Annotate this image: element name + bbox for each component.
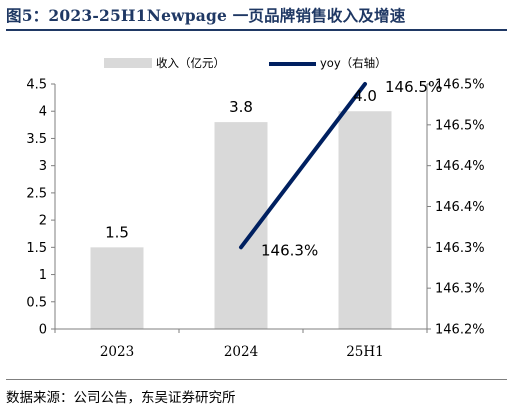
right-axis-tick-label: 146.3% [435, 282, 485, 297]
left-axis-tick-label: 4 [39, 105, 47, 120]
right-axis-tick-label: 146.5% [435, 78, 485, 93]
left-axis-tick-label: 1.5 [26, 241, 47, 256]
x-axis-tick-label-25H1: 25H1 [346, 344, 384, 360]
left-axis-tick-label: 3 [39, 159, 47, 174]
legend-label-revenue: 收入（亿元） [156, 56, 225, 70]
left-axis-tick-label: 3.5 [26, 132, 47, 147]
x-axis-tick-label-2024: 2024 [224, 344, 258, 360]
left-axis-tick-label: 1 [39, 268, 47, 283]
bar-data-label-2024: 3.8 [229, 98, 253, 116]
bar-data-label-25H1: 4.0 [353, 87, 377, 105]
right-axis-tick-label: 146.2% [435, 323, 485, 338]
bar-25H1 [338, 111, 392, 329]
right-axis-tick-label: 146.4% [435, 200, 485, 215]
yoy-line [239, 82, 367, 250]
right-axis-tick-label: 146.3% [435, 241, 485, 256]
left-axis-tick-label: 0 [39, 323, 47, 338]
left-axis-tick-label: 4.5 [26, 78, 47, 93]
left-axis-tick-label: 2.5 [26, 186, 47, 201]
data-source-note: 数据来源：公司公告，东吴证券研究所 [6, 390, 236, 406]
chart-axes: 0 0.5 1 1.5 2 2.5 3 3.5 4 4.5 146.2% 146.3% 146.3% 14… [26, 78, 484, 361]
bar-2023 [90, 247, 144, 329]
bar-data-label-2023: 1.5 [105, 223, 129, 241]
title-rule [6, 29, 507, 31]
right-axis-tick-label: 146.4% [435, 159, 485, 174]
legend-swatch-revenue [104, 58, 152, 68]
revenue-bars [90, 111, 392, 329]
left-axis-tick-label: 0.5 [26, 295, 47, 310]
chart-legend: 收入（亿元） yoy（右轴） [104, 56, 387, 70]
yoy-line-series [239, 82, 367, 250]
figure-title: 图5：2023-25H1Newpage 一页品牌销售收入及增速 [6, 6, 406, 25]
legend-label-yoy: yoy（右轴） [320, 56, 387, 70]
yoy-data-label-25H1: 146.5% [385, 78, 442, 96]
left-axis-tick-label: 2 [39, 214, 47, 229]
source-rule [6, 379, 507, 380]
right-axis-tick-label: 146.5% [435, 118, 485, 133]
data-labels: 1.5 3.8 4.0 146.3% 146.5% [105, 78, 442, 259]
revenue-yoy-chart: 收入（亿元） yoy（右轴） 0 0.5 1 1.5 2 2.5 3 3.5 4 4.5 146.2%… [26, 56, 484, 361]
yoy-data-label-2024: 146.3% [261, 241, 318, 259]
x-axis-tick-label-2023: 2023 [100, 344, 134, 360]
